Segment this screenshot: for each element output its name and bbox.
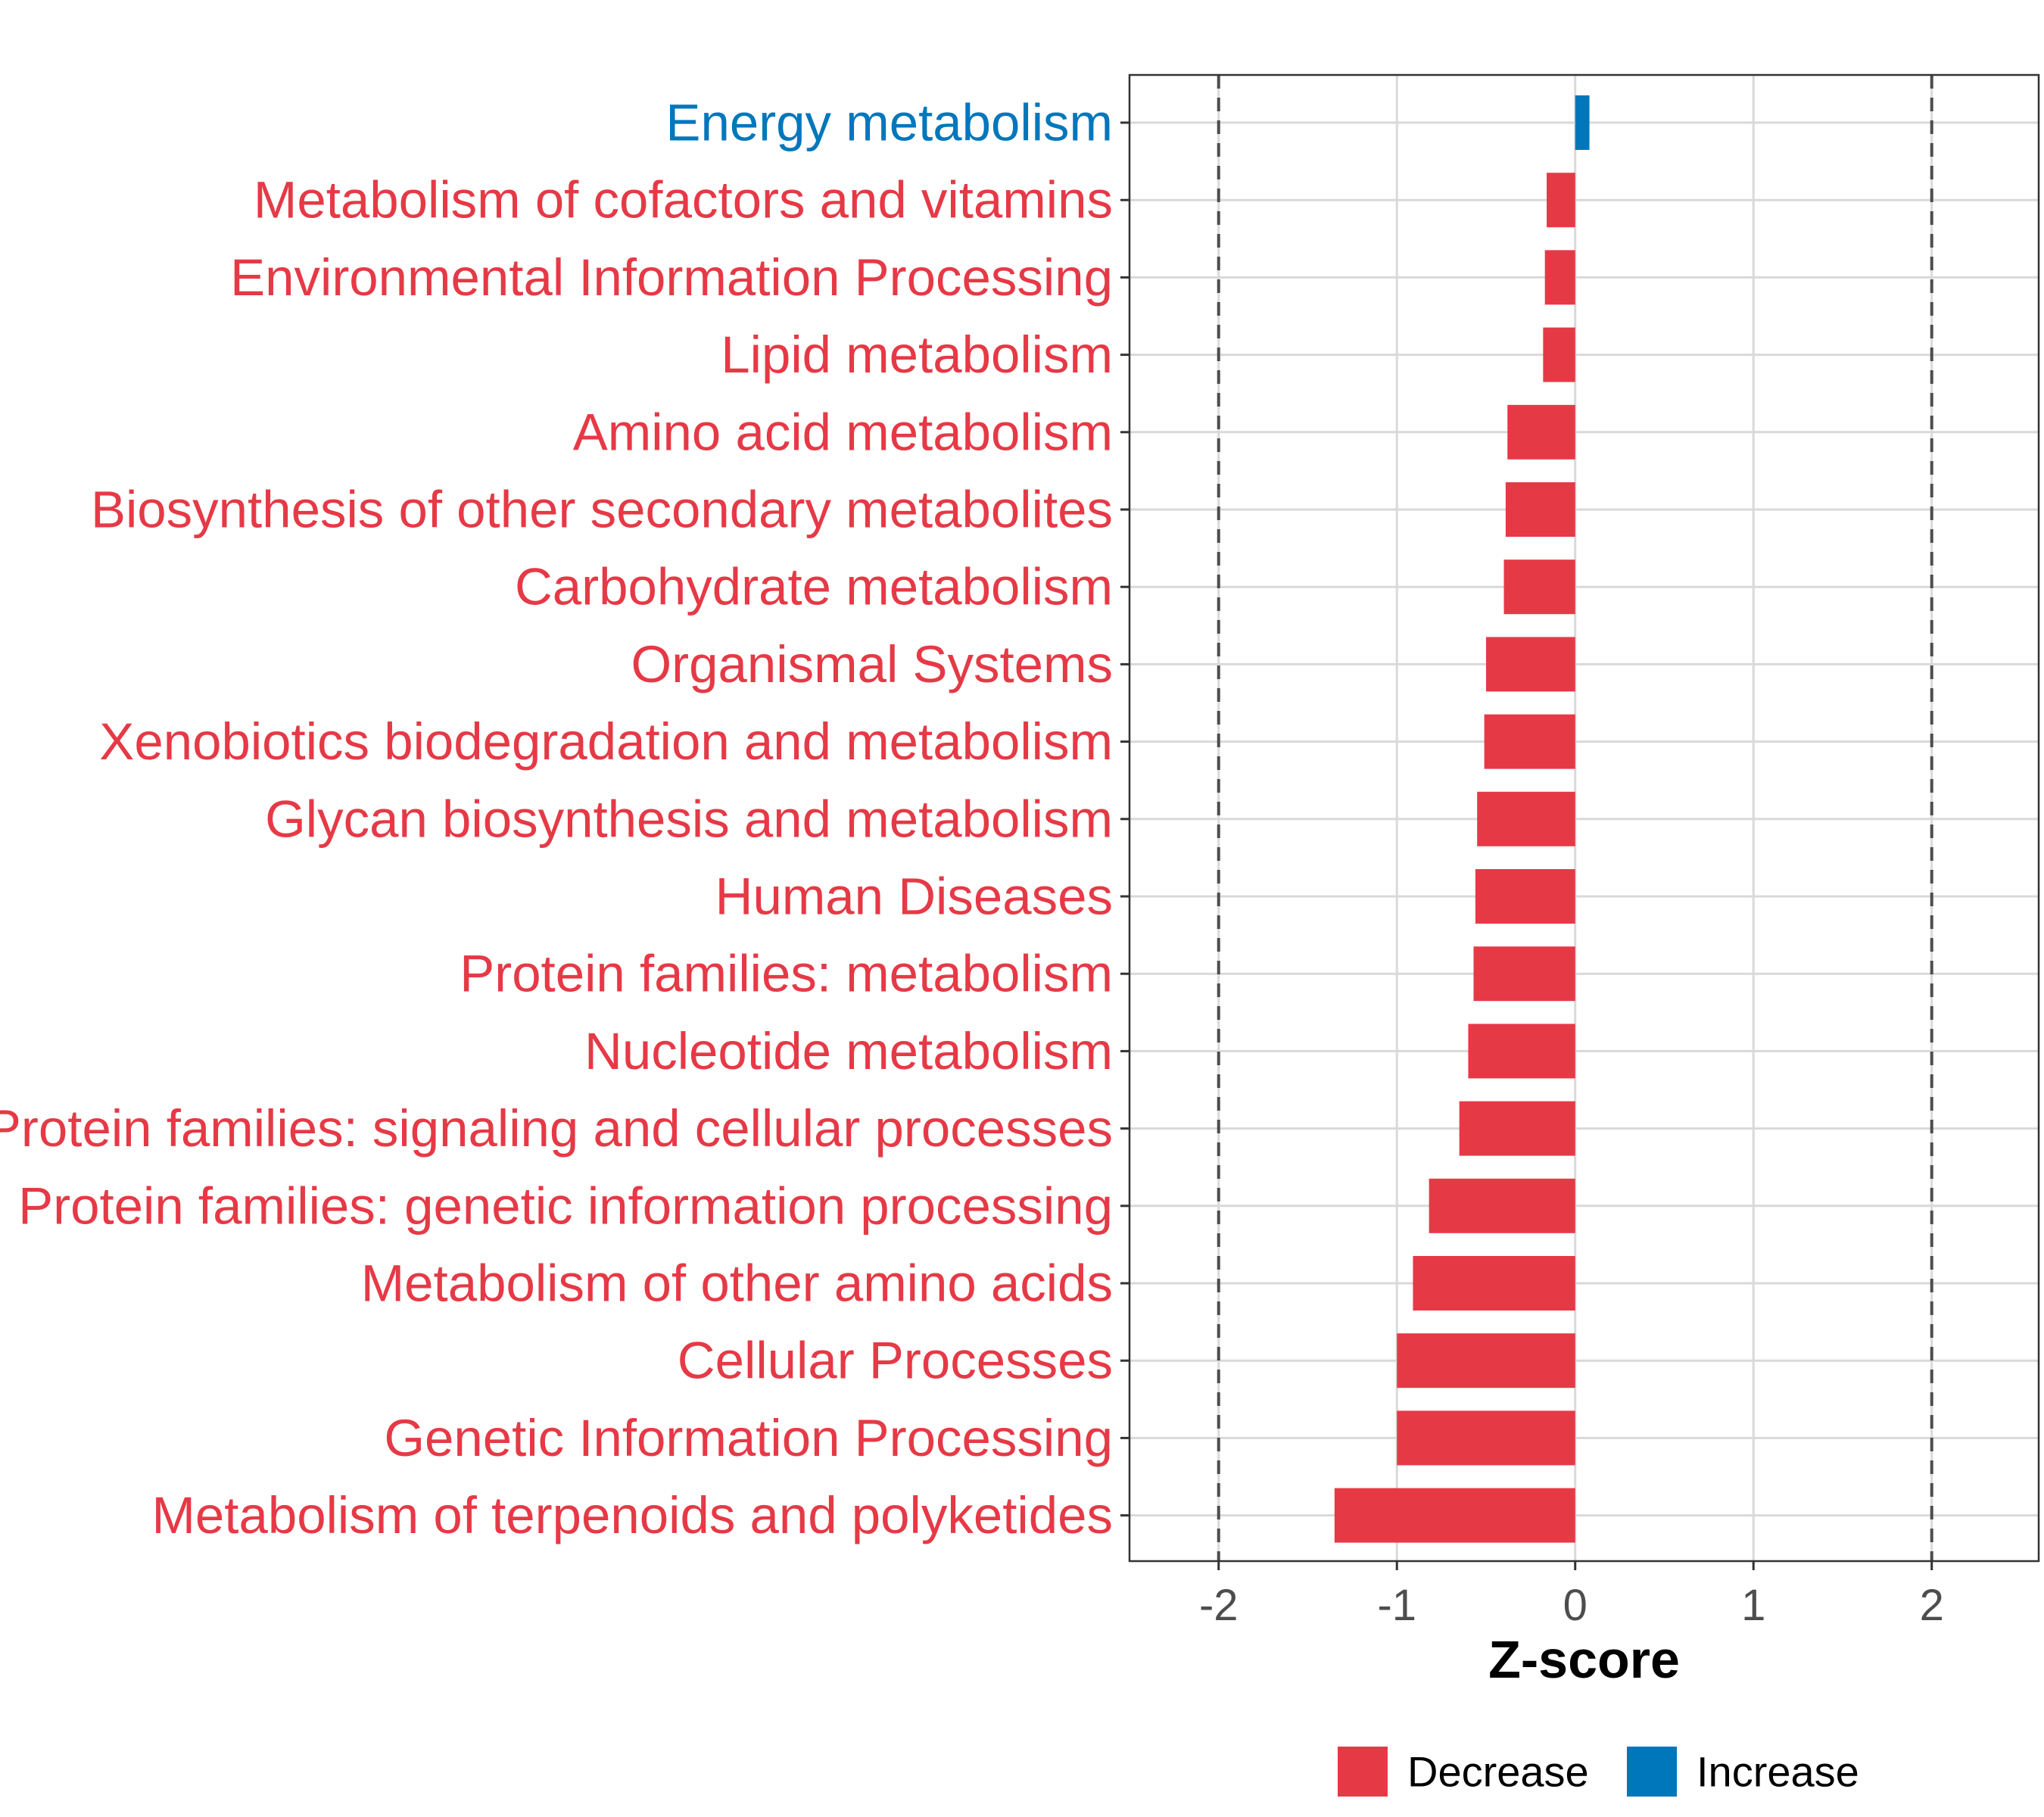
bar [1473, 946, 1575, 1002]
bar [1397, 1333, 1575, 1388]
bar [1334, 1488, 1575, 1543]
category-label: Genetic Information Processing [384, 1409, 1113, 1467]
bar [1459, 1101, 1575, 1156]
bar [1397, 1410, 1575, 1466]
bar [1503, 559, 1575, 615]
bar [1505, 482, 1575, 537]
legend: Decrease Increase [1338, 1747, 1859, 1797]
legend-swatch [1627, 1747, 1677, 1797]
category-label: Metabolism of terpenoids and polyketides [151, 1486, 1113, 1544]
category-label: Protein families: genetic information pr… [18, 1177, 1113, 1235]
bar [1484, 714, 1575, 769]
bar [1477, 791, 1575, 846]
bar [1429, 1178, 1575, 1233]
category-label: Lipid metabolism [721, 326, 1113, 384]
bars [1334, 95, 1590, 1543]
y-axis-labels: Energy metabolism Metabolism of cofactors… [0, 94, 1113, 1545]
bar [1485, 637, 1575, 692]
category-label: Cellular Processes [678, 1332, 1113, 1390]
category-label: Organismal Systems [631, 635, 1114, 693]
category-label: Carbohydrate metabolism [515, 558, 1113, 616]
category-label: Protein families: metabolism [460, 945, 1113, 1003]
category-label: Protein families: signaling and cellular… [0, 1099, 1113, 1158]
bar [1413, 1256, 1575, 1311]
bar [1543, 327, 1575, 382]
x-tick-label: 0 [1563, 1581, 1588, 1630]
bar [1475, 869, 1575, 924]
legend-label: Increase [1697, 1748, 1859, 1796]
x-axis-ticks: -2 -1 0 1 2 [1199, 1561, 1944, 1630]
category-label: Amino acid metabolism [573, 403, 1113, 461]
x-tick-label: 2 [1920, 1581, 1944, 1630]
category-label: Human Diseases [715, 868, 1113, 926]
category-label: Biosynthesis of other secondary metaboli… [91, 481, 1113, 539]
category-label: Nucleotide metabolism [584, 1022, 1113, 1080]
category-label: Environmental Information Processing [230, 248, 1113, 307]
bar [1547, 173, 1575, 228]
legend-swatch [1338, 1747, 1388, 1797]
category-label: Glycan biosynthesis and metabolism [265, 790, 1113, 848]
x-tick-label: -1 [1377, 1581, 1416, 1630]
grid-lines [1129, 75, 2039, 1561]
y-axis-ticks [1120, 121, 1129, 1517]
bar [1575, 95, 1590, 150]
x-tick-label: 1 [1741, 1581, 1765, 1630]
category-label: Energy metabolism [665, 94, 1113, 152]
x-axis-title: Z-score [1488, 1630, 1680, 1689]
bar [1507, 404, 1575, 460]
reference-lines [1217, 75, 1933, 1561]
bar [1468, 1024, 1575, 1079]
bar [1544, 250, 1575, 305]
category-label: Xenobiotics biodegradation and metabolis… [99, 712, 1113, 771]
x-tick-label: -2 [1199, 1581, 1239, 1630]
legend-label: Decrease [1407, 1748, 1589, 1796]
category-label: Metabolism of cofactors and vitamins [254, 171, 1113, 229]
category-label: Metabolism of other amino acids [361, 1254, 1113, 1313]
